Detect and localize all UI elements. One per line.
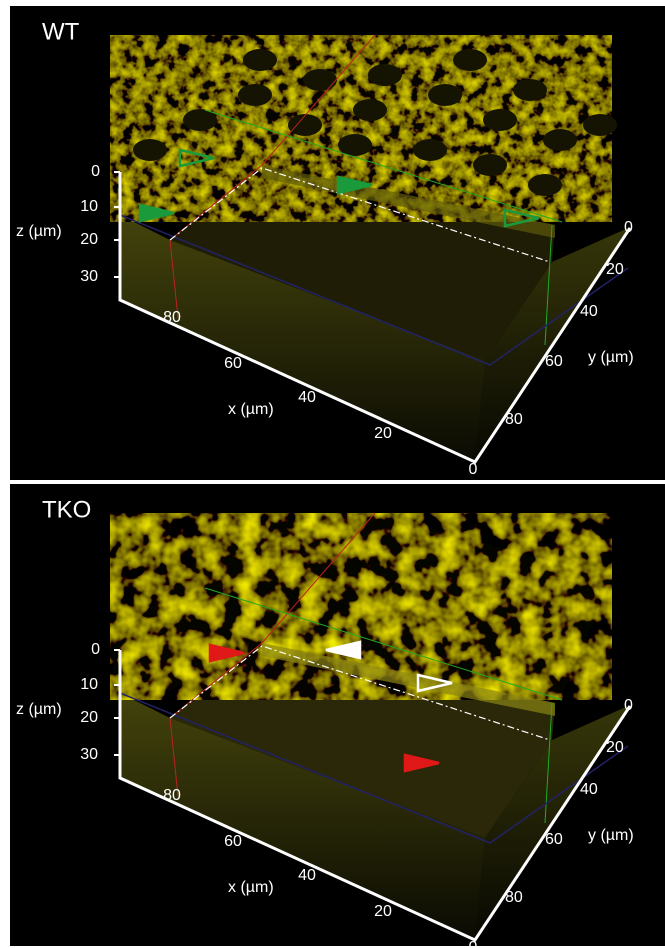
y-tick-label: 20 (606, 739, 624, 756)
pore (133, 139, 167, 161)
x-tick-label: 40 (298, 389, 316, 406)
y-axis-label: y (µm) (588, 349, 634, 366)
pore (428, 84, 462, 106)
x-tick-label: 20 (374, 903, 392, 920)
pore (473, 154, 507, 176)
y-axis-label: y (µm) (588, 827, 634, 844)
z-tick-label: 20 (80, 231, 98, 248)
x-tick-label: 60 (224, 833, 242, 850)
pore (238, 84, 272, 106)
pore (513, 79, 547, 101)
y-tick-label: 0 (624, 697, 633, 714)
panel: TKO 0 10 20 30 z (µm) 80 60 40 20 0 x (µm) 0 20 40 60 80… (10, 484, 665, 948)
x-axis-label: x (µm) (228, 879, 274, 896)
x-axis-label: x (µm) (228, 401, 274, 418)
y-tick-label: 60 (545, 353, 563, 370)
y-tick-label: 80 (505, 411, 523, 428)
pore (453, 49, 487, 71)
z-tick-label: 10 (80, 676, 98, 693)
z-tick-label: 10 (80, 198, 98, 215)
z-tick-label: 0 (91, 163, 100, 180)
x-tick-label: 0 (469, 461, 478, 478)
y-tick-label: 20 (606, 261, 624, 278)
panel: WT 0 10 20 30 z (µm) 80 60 40 20 0 x (µm) 0 20 40 60 80 y… (10, 6, 665, 480)
y-tick-label: 40 (580, 303, 598, 320)
z-tick-label: 0 (91, 641, 100, 658)
z-axis-label: z (µm) (16, 701, 62, 718)
x-tick-label: 0 (469, 939, 478, 948)
pore (338, 134, 372, 156)
x-tick-label: 20 (374, 425, 392, 442)
panel-label: TKO (42, 496, 91, 523)
y-tick-label: 80 (505, 889, 523, 906)
z-axis-label: z (µm) (16, 223, 62, 240)
z-tick-label: 30 (80, 746, 98, 763)
pore (288, 114, 322, 136)
y-tick-label: 40 (580, 781, 598, 798)
page: WT 0 10 20 30 z (µm) 80 60 40 20 0 x (µm) 0 20 40 60 80 y… (0, 0, 665, 948)
x-tick-label: 60 (224, 355, 242, 372)
figure: WT 0 10 20 30 z (µm) 80 60 40 20 0 x (µm) 0 20 40 60 80 y… (0, 0, 665, 948)
pore (483, 109, 517, 131)
x-tick-label: 80 (163, 787, 181, 804)
z-tick-label: 20 (80, 709, 98, 726)
x-tick-label: 40 (298, 867, 316, 884)
pore (543, 129, 577, 151)
pore (583, 114, 617, 136)
pore (528, 174, 562, 196)
pore (243, 49, 277, 71)
pore (413, 139, 447, 161)
pore (353, 99, 387, 121)
panel-label: WT (42, 18, 80, 45)
z-tick-label: 30 (80, 268, 98, 285)
pore (303, 69, 337, 91)
y-tick-label: 0 (624, 219, 633, 236)
pore (368, 64, 402, 86)
y-tick-label: 60 (545, 831, 563, 848)
x-tick-label: 80 (163, 309, 181, 326)
